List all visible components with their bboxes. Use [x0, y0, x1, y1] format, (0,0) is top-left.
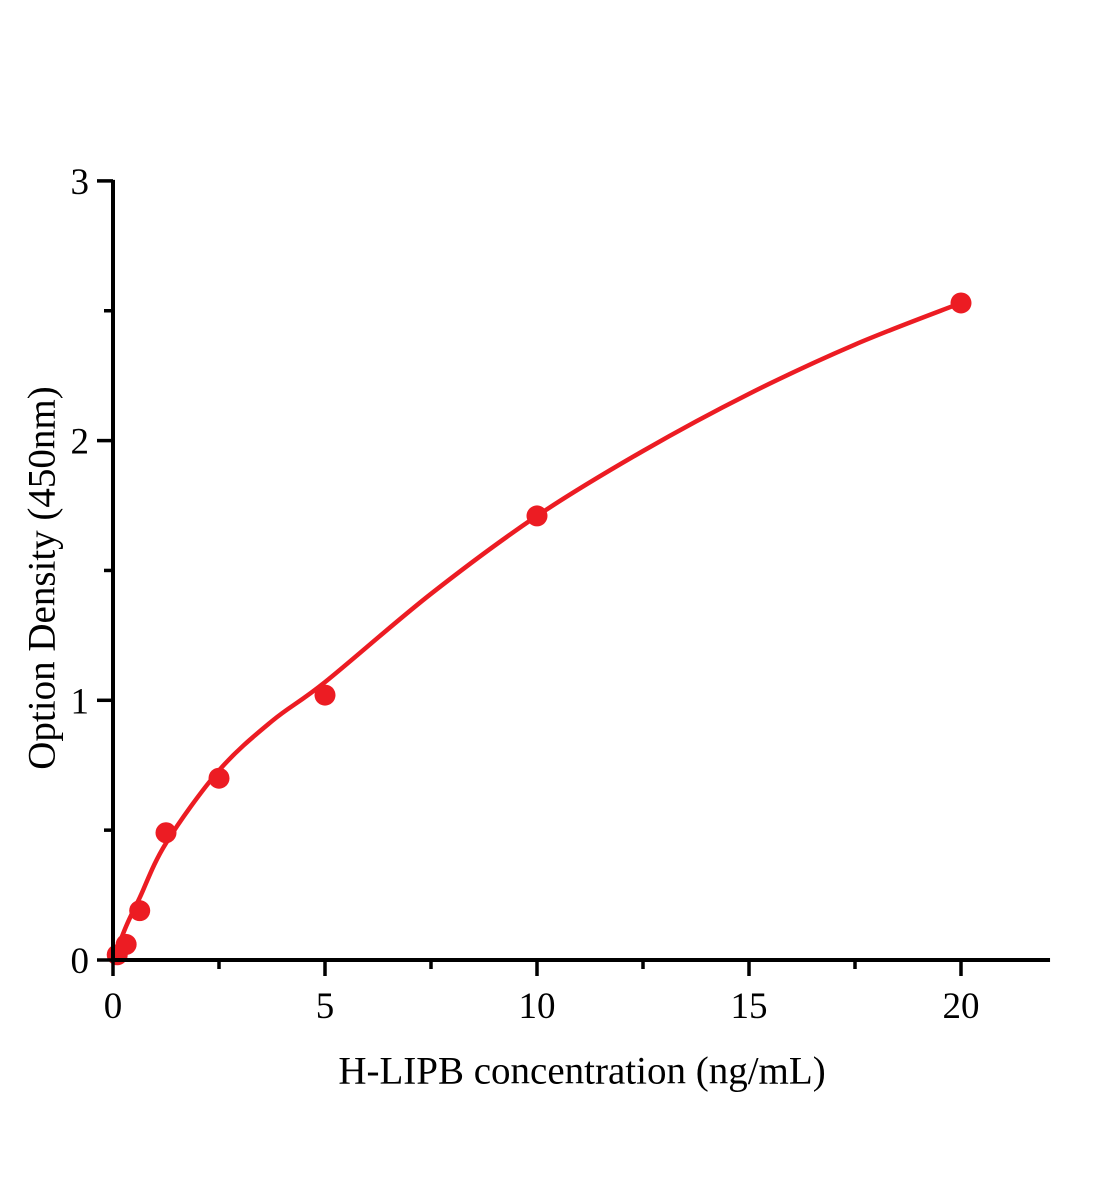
data-point [314, 684, 336, 706]
data-point [155, 822, 177, 844]
data-point [526, 505, 548, 527]
y-axis-label: Option Density (450nm) [20, 386, 64, 770]
data-point [129, 900, 151, 922]
x-axis-label: H-LIPB concentration (ng/mL) [338, 1049, 826, 1093]
data-point [115, 933, 137, 955]
fit-curve [110, 300, 964, 963]
x-tick-label: 15 [731, 986, 768, 1027]
data-point [950, 292, 972, 314]
y-tick-label: 1 [71, 681, 90, 722]
x-tick-label: 20 [943, 986, 980, 1027]
y-tick-label: 2 [71, 422, 90, 463]
y-tick-label: 3 [71, 162, 90, 203]
x-tick-label: 5 [316, 986, 335, 1027]
y-tick-label: 0 [71, 941, 90, 982]
data-point [208, 767, 230, 789]
x-tick-label: 0 [104, 986, 123, 1027]
x-tick-label: 10 [519, 986, 556, 1027]
